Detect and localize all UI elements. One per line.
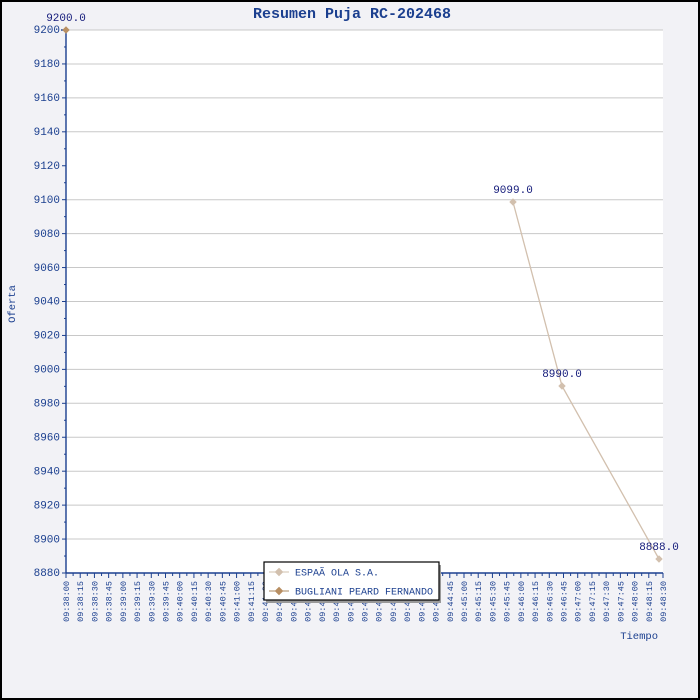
svg-text:09:38:30: 09:38:30 xyxy=(90,581,100,622)
svg-text:09:41:00: 09:41:00 xyxy=(233,581,243,622)
svg-text:9060: 9060 xyxy=(34,263,60,275)
svg-text:9080: 9080 xyxy=(34,229,60,241)
svg-text:09:39:00: 09:39:00 xyxy=(119,581,129,622)
svg-text:9000: 9000 xyxy=(34,365,60,377)
svg-text:8920: 8920 xyxy=(34,500,60,512)
svg-text:8888.0: 8888.0 xyxy=(639,542,679,554)
svg-text:09:47:45: 09:47:45 xyxy=(616,581,626,622)
svg-text:09:47:00: 09:47:00 xyxy=(574,581,584,622)
svg-text:09:48:00: 09:48:00 xyxy=(631,581,641,622)
svg-text:09:39:30: 09:39:30 xyxy=(147,581,157,622)
svg-text:09:46:00: 09:46:00 xyxy=(517,581,527,622)
svg-text:09:41:15: 09:41:15 xyxy=(247,581,257,622)
svg-text:09:45:45: 09:45:45 xyxy=(503,581,513,622)
svg-text:9020: 9020 xyxy=(34,331,60,343)
svg-text:8980: 8980 xyxy=(34,399,60,411)
svg-text:09:45:00: 09:45:00 xyxy=(460,581,470,622)
svg-text:09:47:15: 09:47:15 xyxy=(588,581,598,622)
svg-text:9160: 9160 xyxy=(34,93,60,105)
svg-text:9180: 9180 xyxy=(34,59,60,71)
svg-text:8990.0: 8990.0 xyxy=(542,369,582,381)
svg-text:8880: 8880 xyxy=(34,568,60,580)
svg-text:9200: 9200 xyxy=(34,25,60,37)
svg-text:09:45:30: 09:45:30 xyxy=(488,581,498,622)
svg-text:09:39:45: 09:39:45 xyxy=(162,581,172,622)
svg-text:Oferta: Oferta xyxy=(7,285,19,323)
svg-text:09:47:30: 09:47:30 xyxy=(602,581,612,622)
svg-text:9099.0: 9099.0 xyxy=(493,185,533,197)
svg-text:9140: 9140 xyxy=(34,127,60,139)
svg-text:09:44:45: 09:44:45 xyxy=(446,581,456,622)
svg-text:8940: 8940 xyxy=(34,466,60,478)
svg-text:09:40:15: 09:40:15 xyxy=(190,581,200,622)
svg-text:9040: 9040 xyxy=(34,297,60,309)
svg-text:09:40:00: 09:40:00 xyxy=(176,581,186,622)
svg-text:ESPAÃ OLA S.A.: ESPAÃ OLA S.A. xyxy=(295,567,379,580)
svg-text:09:48:15: 09:48:15 xyxy=(645,581,655,622)
svg-text:09:40:45: 09:40:45 xyxy=(218,581,228,622)
svg-text:Tiempo: Tiempo xyxy=(620,631,658,643)
svg-text:09:38:00: 09:38:00 xyxy=(62,581,72,622)
svg-text:09:46:30: 09:46:30 xyxy=(545,581,555,622)
svg-text:09:39:15: 09:39:15 xyxy=(133,581,143,622)
svg-text:09:46:15: 09:46:15 xyxy=(531,581,541,622)
svg-text:09:40:30: 09:40:30 xyxy=(204,581,214,622)
svg-text:BUGLIANI PEARD FERNANDO: BUGLIANI PEARD FERNANDO xyxy=(295,588,433,599)
svg-text:09:38:15: 09:38:15 xyxy=(76,581,86,622)
svg-text:09:45:15: 09:45:15 xyxy=(474,581,484,622)
svg-text:9120: 9120 xyxy=(34,161,60,173)
svg-text:8900: 8900 xyxy=(34,534,60,546)
svg-text:8960: 8960 xyxy=(34,432,60,444)
svg-text:9100: 9100 xyxy=(34,195,60,207)
svg-text:9200.0: 9200.0 xyxy=(46,13,86,25)
svg-text:09:38:45: 09:38:45 xyxy=(105,581,115,622)
svg-text:09:46:45: 09:46:45 xyxy=(560,581,570,622)
svg-text:09:48:30: 09:48:30 xyxy=(659,581,669,622)
